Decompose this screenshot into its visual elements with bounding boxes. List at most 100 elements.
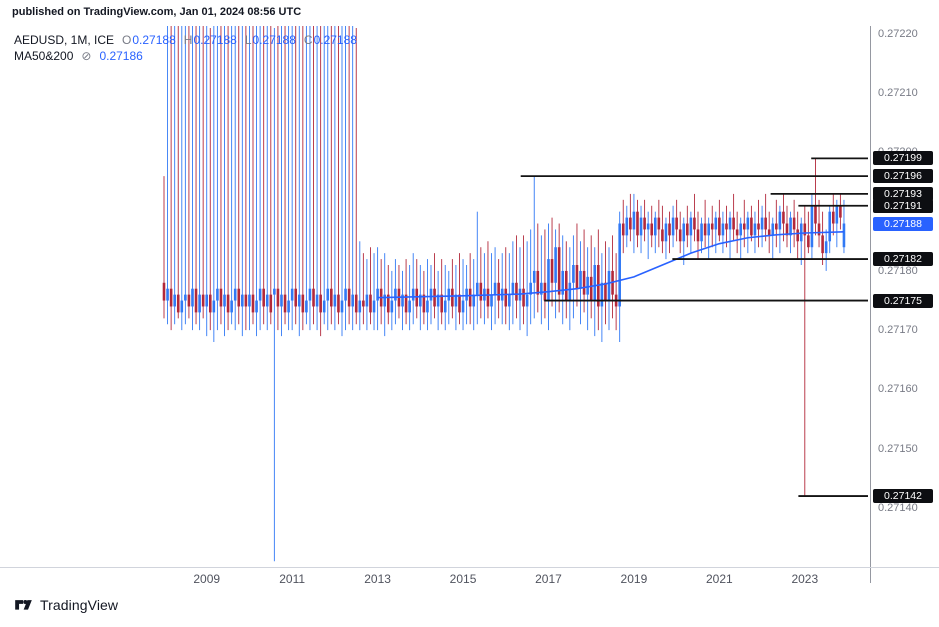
- candle-body: [721, 223, 725, 236]
- candle-body: [821, 235, 824, 254]
- price-tick-label: 0.27220: [878, 27, 918, 40]
- candle-body: [312, 288, 315, 307]
- candle-body: [180, 300, 184, 313]
- candle-body: [301, 294, 305, 313]
- year-tick-label: 2015: [449, 572, 477, 586]
- candle-body: [401, 294, 404, 307]
- candle-body: [198, 294, 201, 313]
- candle-body: [575, 265, 579, 289]
- ohlc-open: O 0.27188: [122, 33, 176, 47]
- candle-body: [618, 223, 621, 307]
- brand-name[interactable]: TradingView: [40, 596, 119, 613]
- candle-body: [369, 294, 372, 313]
- published-caption: published on TradingView.com, Jan 01, 20…: [12, 6, 302, 18]
- chart-canvas[interactable]: [0, 26, 870, 567]
- candle-body: [376, 288, 379, 301]
- candle-body: [621, 223, 625, 236]
- candle-body: [696, 229, 700, 242]
- candle-body: [750, 217, 753, 236]
- candle-body: [600, 282, 604, 307]
- chart-pane: [0, 26, 870, 567]
- candle-body: [718, 217, 721, 236]
- candle-body: [668, 223, 671, 236]
- candle-body: [436, 294, 440, 307]
- candle-body: [831, 211, 835, 224]
- candle-body: [742, 223, 746, 230]
- price-tick-label: 0.27180: [878, 264, 918, 277]
- symbol-title[interactable]: AEDUSD, 1M, ICE: [14, 33, 115, 47]
- ohlc-high: H 0.27188: [184, 33, 237, 47]
- candle-body: [824, 241, 828, 254]
- candle-body: [241, 294, 244, 307]
- candle-body: [828, 211, 832, 242]
- candle-body: [326, 288, 330, 301]
- candle-body: [547, 259, 550, 301]
- candle-body: [166, 288, 169, 301]
- candle-body: [454, 294, 458, 307]
- ma-indicator-label[interactable]: MA50&200: [14, 49, 74, 63]
- candle-body: [319, 294, 322, 313]
- candle-body: [258, 288, 262, 301]
- candle-body: [703, 223, 707, 236]
- candle-body: [707, 223, 710, 236]
- candle-body: [693, 217, 696, 230]
- candle-body: [760, 217, 764, 230]
- candle-body: [440, 294, 443, 313]
- candle-body: [351, 294, 354, 307]
- candle-body: [219, 288, 223, 307]
- candle-body: [386, 294, 390, 313]
- ohlc-close: C 0.27188: [304, 33, 357, 47]
- candle-body: [208, 294, 212, 313]
- candle-body: [422, 294, 426, 313]
- ohlc-low: L 0.27188: [245, 33, 296, 47]
- candle-body: [443, 300, 447, 313]
- close-key: C: [303, 33, 313, 47]
- candle-body: [799, 223, 803, 242]
- candle-body: [550, 259, 554, 283]
- candle-body: [187, 294, 191, 307]
- candle-body: [490, 294, 493, 307]
- open-key: O: [122, 33, 132, 47]
- visibility-off-icon[interactable]: ⊘: [81, 49, 92, 63]
- candle-body: [173, 294, 176, 307]
- candle-body: [269, 294, 273, 313]
- candle-body: [746, 217, 750, 230]
- candle-body: [162, 282, 166, 301]
- candle-body: [362, 300, 365, 307]
- candle-body: [572, 265, 575, 283]
- candle-body: [184, 294, 187, 301]
- candle-body: [735, 229, 739, 236]
- time-scale[interactable]: 2009 2011 2013 2015 2017 2019 2021 2023: [0, 569, 870, 589]
- low-value: 0.27188: [252, 33, 296, 47]
- candle-body: [675, 217, 678, 230]
- candle-body: [686, 223, 689, 236]
- price-tick-label: 0.27150: [878, 442, 918, 455]
- candle-body: [568, 282, 572, 301]
- candle-body: [461, 300, 465, 313]
- candle-body: [205, 294, 209, 307]
- candle-body: [536, 270, 540, 295]
- candle-body: [807, 235, 810, 248]
- price-level-label: 0.27191: [873, 198, 933, 213]
- close-value: 0.27188: [313, 33, 357, 47]
- legend-symbol-row: AEDUSD, 1M, ICE O 0.27188 H 0.27188 L 0.271…: [14, 32, 357, 48]
- candle-body: [419, 294, 422, 307]
- candle-body: [244, 294, 248, 307]
- candle-body: [305, 300, 308, 313]
- candle-body: [194, 288, 198, 313]
- candle-body: [714, 217, 718, 230]
- candle-body: [817, 223, 821, 236]
- candle-body: [493, 282, 497, 295]
- price-level-label: 0.27199: [873, 151, 933, 166]
- candle-body: [273, 288, 276, 295]
- candle-body: [251, 294, 255, 313]
- price-scale[interactable]: 0.272200.272100.272000.271800.271700.271…: [871, 0, 939, 592]
- candle-body: [739, 223, 743, 236]
- tradingview-logo-icon[interactable]: [14, 595, 33, 614]
- price-tick-label: 0.27170: [878, 324, 918, 337]
- candle-body: [176, 294, 180, 313]
- candle-body: [276, 288, 280, 307]
- candle-body: [233, 288, 237, 301]
- candle-body: [337, 294, 340, 313]
